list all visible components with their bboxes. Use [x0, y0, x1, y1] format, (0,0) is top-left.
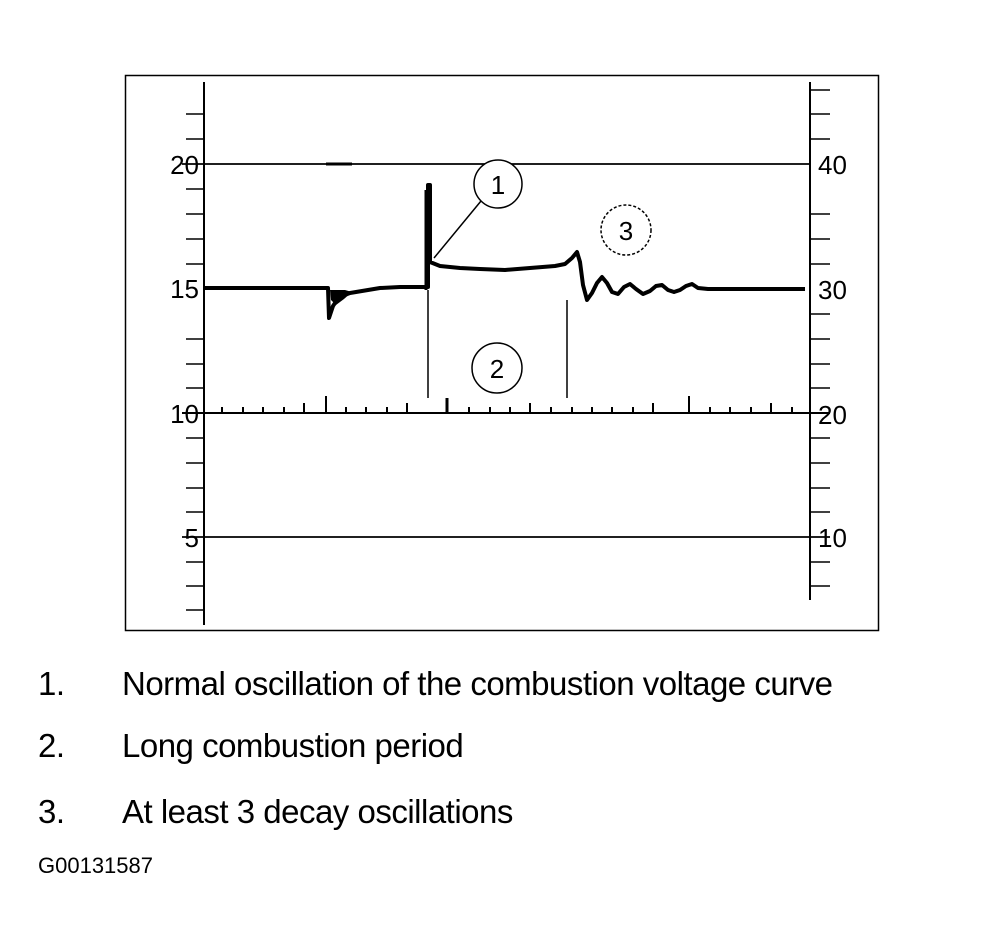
right-axis-label-10: 10	[818, 523, 847, 553]
left-axis-label-5: 5	[185, 523, 199, 553]
left-axis-ticks	[186, 113, 204, 611]
right-axis-label-20: 20	[818, 400, 847, 430]
marker-1-label: 1	[491, 170, 505, 200]
legend-item-number: 2.	[38, 727, 65, 764]
legend-item-number: 3.	[38, 793, 65, 830]
left-axis-label-15: 15	[170, 274, 199, 304]
voltage-dip-ringing	[330, 290, 352, 305]
diagram-frame	[124, 74, 880, 632]
time-axis-ticks	[221, 396, 793, 413]
legend-item-number: 1.	[38, 665, 65, 702]
figure-code: G00131587	[38, 853, 153, 878]
legend-item-text: Normal oscillation of the combustion vol…	[122, 665, 833, 702]
marker-2: 2	[471, 342, 523, 394]
right-axis-ticks	[810, 89, 830, 587]
legend-item-text: Long combustion period	[122, 727, 464, 764]
marker-1: 1	[473, 159, 523, 209]
right-axis-label-30: 30	[818, 275, 847, 305]
left-axis-label-10: 10	[170, 399, 199, 429]
marker-3-label: 3	[619, 216, 633, 246]
combustion-voltage-diagram: 20 15 10 5 40 30 20 10 1 2 3	[124, 74, 880, 632]
left-axis-label-20: 20	[170, 150, 199, 180]
marker-3: 3	[600, 204, 652, 256]
voltage-curve	[204, 183, 805, 320]
legend-item-text: At least 3 decay oscillations	[122, 793, 513, 830]
marker-1-leader	[433, 200, 482, 259]
right-axis-label-40: 40	[818, 150, 847, 180]
marker-2-label: 2	[490, 354, 504, 384]
